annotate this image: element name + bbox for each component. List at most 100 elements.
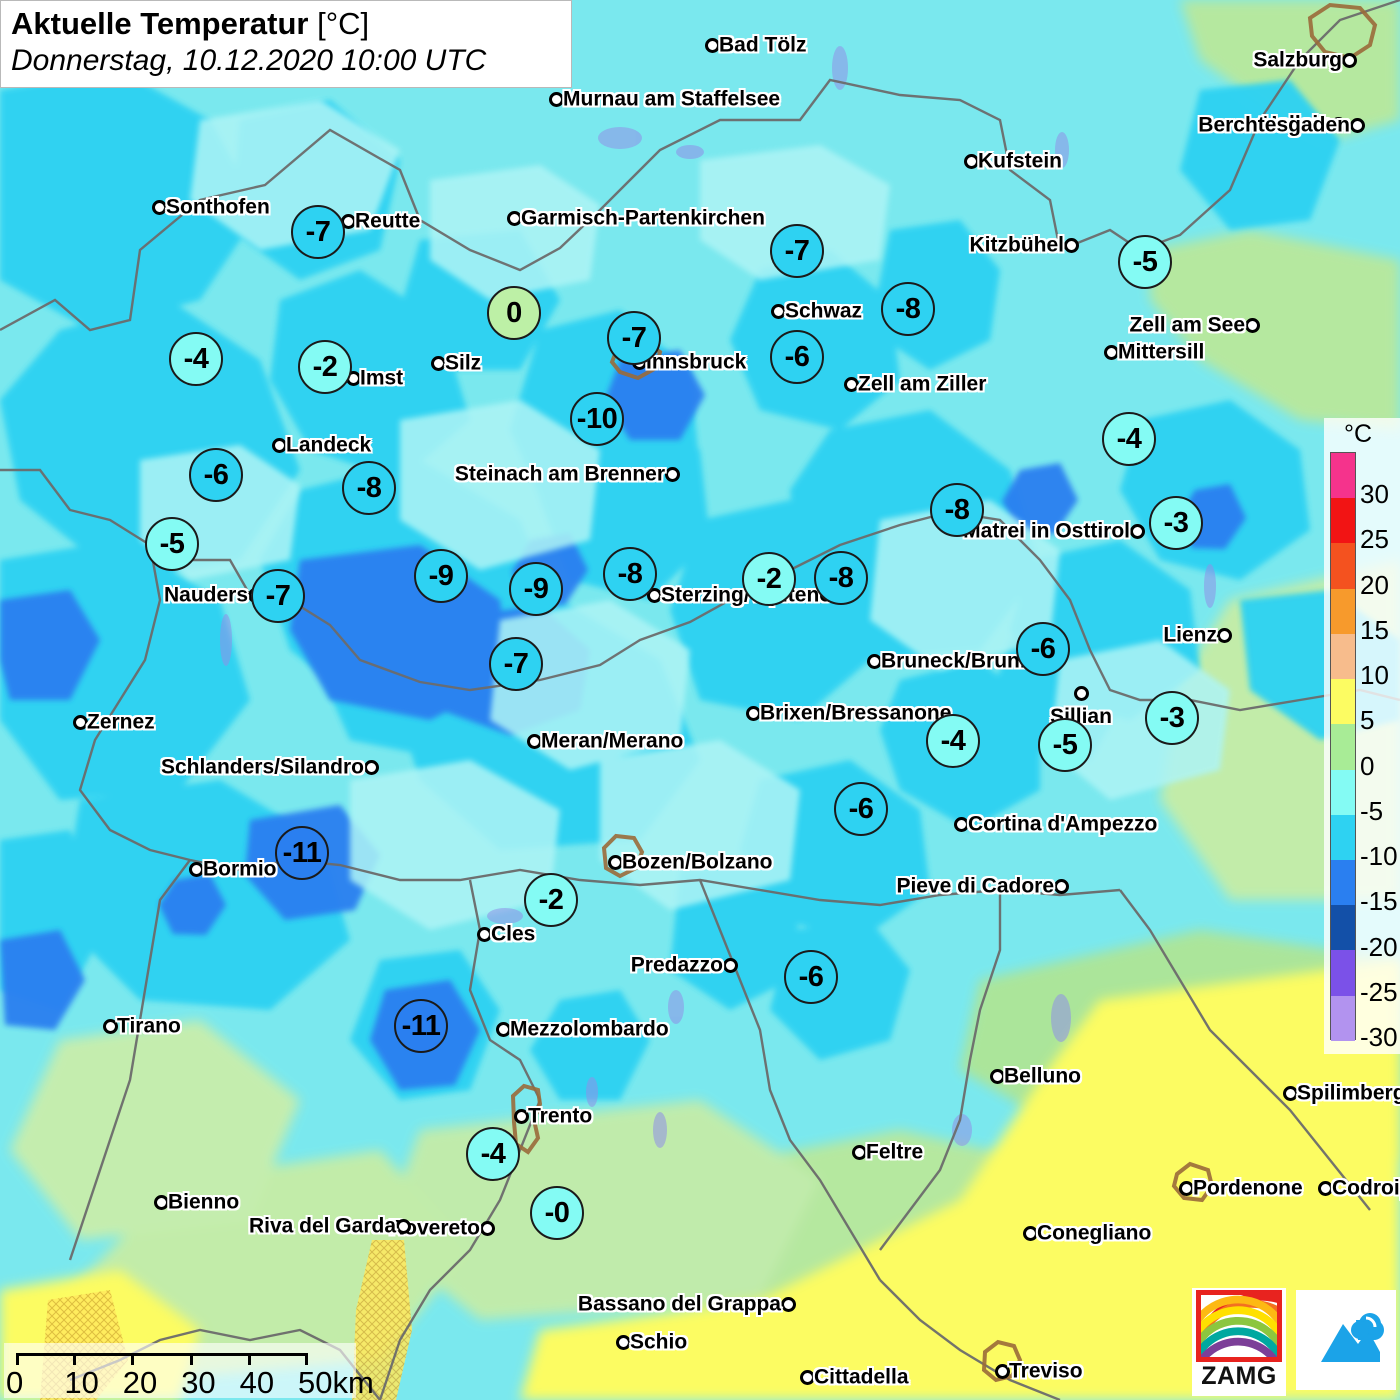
station-marker[interactable]: Conegliano: [1022, 1223, 1151, 1244]
station-marker[interactable]: Codroipo: [1317, 1178, 1400, 1199]
station-marker[interactable]: Treviso: [994, 1361, 1083, 1382]
station-marker[interactable]: Belluno: [989, 1066, 1081, 1087]
station-marker[interactable]: Sillian: [1050, 685, 1112, 727]
station-label: Silz: [445, 351, 482, 375]
station-marker[interactable]: Mittersill: [1103, 342, 1204, 363]
temperature-bubble[interactable]: -5: [1118, 235, 1172, 289]
scale-label-20: 20: [122, 1365, 158, 1400]
station-label: Matrei in Osttirol: [963, 519, 1130, 543]
station-marker[interactable]: Zernez: [72, 712, 155, 733]
station-marker[interactable]: Bienno: [153, 1192, 239, 1213]
station-marker[interactable]: Cittadella: [799, 1367, 909, 1388]
temperature-bubble[interactable]: -2: [298, 340, 352, 394]
station-marker[interactable]: Cles: [476, 924, 535, 945]
scale-tick-40: [248, 1353, 252, 1365]
station-marker[interactable]: Pieve di Cadore: [896, 876, 1069, 897]
station-dot-icon: [1053, 878, 1069, 894]
temperature-bubble[interactable]: -4: [1102, 412, 1156, 466]
station-label: Zernez: [87, 710, 155, 734]
station-label: Berchtesgaden: [1198, 113, 1350, 137]
temperature-bubble[interactable]: -4: [466, 1127, 520, 1181]
temperature-bubble[interactable]: -0: [530, 1186, 584, 1240]
station-marker[interactable]: Riva del Garda: [249, 1216, 411, 1237]
temperature-bubble[interactable]: -6: [1016, 622, 1070, 676]
temperature-bubble[interactable]: -4: [926, 714, 980, 768]
temperature-bubble[interactable]: -7: [291, 205, 345, 259]
station-marker[interactable]: Steinach am Brenner: [455, 464, 680, 485]
temperature-bubble[interactable]: -6: [189, 448, 243, 502]
temperature-bubble[interactable]: -7: [251, 569, 305, 623]
station-marker[interactable]: Schio: [615, 1332, 687, 1353]
temperature-bubble[interactable]: -2: [742, 552, 796, 606]
station-marker[interactable]: Feltre: [851, 1142, 923, 1163]
temperature-bubble[interactable]: -7: [489, 637, 543, 691]
station-marker[interactable]: Bruneck/Brunico: [866, 651, 1050, 672]
temperature-bubble[interactable]: -8: [881, 282, 935, 336]
station-dot-icon: [780, 1296, 796, 1312]
station-marker[interactable]: Garmisch-Partenkirchen: [506, 208, 765, 229]
station-label: Landeck: [286, 433, 372, 457]
station-label: Predazzo: [630, 953, 723, 977]
station-marker[interactable]: Zell am Ziller: [843, 374, 986, 395]
station-marker[interactable]: Cortina d'Ampezzo: [953, 814, 1157, 835]
station-marker[interactable]: Schlanders/Silandro: [161, 757, 379, 778]
station-marker[interactable]: Silz: [430, 353, 481, 374]
station-marker[interactable]: Murnau am Staffelsee: [548, 89, 780, 110]
temperature-bubble[interactable]: -6: [770, 330, 824, 384]
temperature-bubble[interactable]: -3: [1145, 691, 1199, 745]
station-marker[interactable]: Bassano del Grappa: [578, 1294, 796, 1315]
station-marker[interactable]: Kitzbühel: [970, 235, 1079, 256]
temperature-bubble[interactable]: -9: [509, 562, 563, 616]
temperature-bubble[interactable]: -5: [1038, 718, 1092, 772]
temperature-bubble[interactable]: -11: [275, 826, 329, 880]
temperature-bubble[interactable]: -8: [603, 547, 657, 601]
station-marker[interactable]: Trento: [513, 1106, 592, 1127]
station-marker[interactable]: Brixen/Bressanone: [745, 703, 951, 724]
temperature-bubble[interactable]: -8: [342, 461, 396, 515]
station-marker[interactable]: Lienz: [1163, 625, 1232, 646]
temperature-bubble[interactable]: -5: [145, 517, 199, 571]
station-marker[interactable]: Matrei in Osttirol: [963, 521, 1145, 542]
station-dot-icon: [151, 199, 167, 215]
temperature-bubble[interactable]: -10: [570, 392, 624, 446]
station-label: Bormio: [203, 857, 277, 881]
temperature-bubble[interactable]: -9: [414, 549, 468, 603]
station-marker[interactable]: Schwaz: [770, 301, 862, 322]
temperature-bubble[interactable]: -2: [524, 873, 578, 927]
station-marker[interactable]: Meran/Merano: [526, 731, 683, 752]
temperature-bubble[interactable]: -6: [784, 950, 838, 1004]
station-marker[interactable]: Salzburg: [1253, 50, 1357, 71]
scale-label-50km: 50km: [298, 1365, 374, 1400]
temperature-bubble[interactable]: -8: [930, 483, 984, 537]
geosphere-mountain-cloud-icon: [1296, 1290, 1396, 1390]
station-marker[interactable]: Tirano: [102, 1016, 181, 1037]
temperature-bubble[interactable]: -4: [169, 332, 223, 386]
temperature-bubble[interactable]: -8: [814, 551, 868, 605]
temperature-bubble[interactable]: -3: [1149, 496, 1203, 550]
temperature-bubble[interactable]: -7: [770, 224, 824, 278]
station-marker[interactable]: Mezzolombardo: [495, 1019, 669, 1040]
station-marker[interactable]: Pordenone: [1178, 1178, 1303, 1199]
station-marker[interactable]: Sonthofen: [151, 197, 270, 218]
station-marker[interactable]: Kufstein: [963, 151, 1062, 172]
station-marker[interactable]: Landeck: [271, 435, 371, 456]
station-marker[interactable]: Berchtesgaden: [1198, 115, 1365, 136]
temperature-bubble[interactable]: -6: [834, 782, 888, 836]
station-marker[interactable]: Rovereto: [389, 1218, 495, 1239]
station-dot-icon: [1103, 344, 1119, 360]
station-marker[interactable]: Hallein: [1262, 114, 1346, 135]
station-marker[interactable]: Predazzo: [631, 955, 738, 976]
temperature-bubble[interactable]: 0: [487, 286, 541, 340]
station-marker[interactable]: Bormio: [188, 859, 277, 880]
station-marker[interactable]: Bozen/Bolzano: [607, 852, 773, 873]
legend-band--30: [1331, 995, 1355, 1041]
temperature-bubble[interactable]: -7: [607, 311, 661, 365]
station-marker[interactable]: Spilimbergo: [1282, 1083, 1400, 1104]
station-dot-icon: [664, 466, 680, 482]
temperature-bubble[interactable]: -11: [394, 999, 448, 1053]
station-dot-icon: [722, 957, 738, 973]
scale-tick-10: [72, 1353, 76, 1365]
station-marker[interactable]: Zell am See: [1129, 315, 1260, 336]
station-label: Schwaz: [785, 299, 863, 323]
station-marker[interactable]: Bad Tölz: [704, 35, 807, 56]
